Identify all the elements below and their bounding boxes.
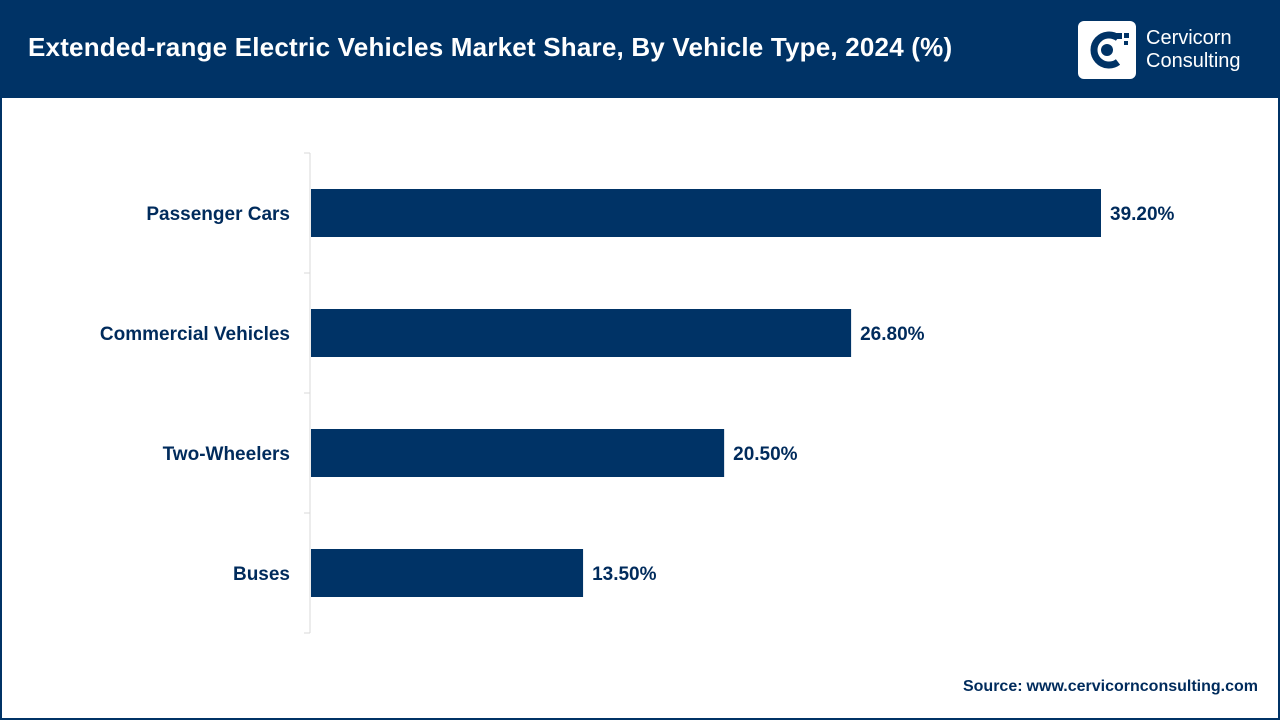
bar-chart: Passenger Cars 39.20% Commercial Vehicles 2… bbox=[100, 152, 1175, 634]
source-url: www.cervicornconsulting.com bbox=[1026, 678, 1258, 695]
data-label: 26.80% bbox=[860, 324, 925, 345]
data-label: 20.50% bbox=[733, 444, 798, 465]
category-label: Two-Wheelers bbox=[163, 444, 290, 465]
logo-text-line1: Cervicorn bbox=[1146, 27, 1232, 49]
logo-text-line2: Consulting bbox=[1146, 50, 1241, 72]
bar-commercial-vehicles bbox=[311, 309, 852, 357]
source-note: Source: www.cervicornconsulting.com bbox=[963, 678, 1258, 696]
bar-passenger-cars bbox=[311, 189, 1101, 237]
bar-two-wheelers bbox=[311, 429, 725, 477]
source-label: Source: bbox=[962, 678, 1023, 695]
title-banner: Extended-range Electric Vehicles Market … bbox=[2, 2, 1278, 98]
category-label: Buses bbox=[233, 564, 290, 585]
chart-title: Extended-range Electric Vehicles Market … bbox=[28, 32, 953, 62]
data-label: 39.20% bbox=[1110, 204, 1175, 225]
logo-text: Cervicorn Consulting bbox=[1146, 27, 1241, 73]
bar-buses bbox=[311, 549, 584, 597]
category-label: Commercial Vehicles bbox=[100, 324, 290, 345]
logo-mark-icon bbox=[1078, 21, 1136, 79]
category-label: Passenger Cars bbox=[146, 204, 290, 225]
data-label: 13.50% bbox=[592, 564, 657, 585]
cervicorn-logo: Cervicorn Consulting bbox=[1078, 21, 1268, 81]
